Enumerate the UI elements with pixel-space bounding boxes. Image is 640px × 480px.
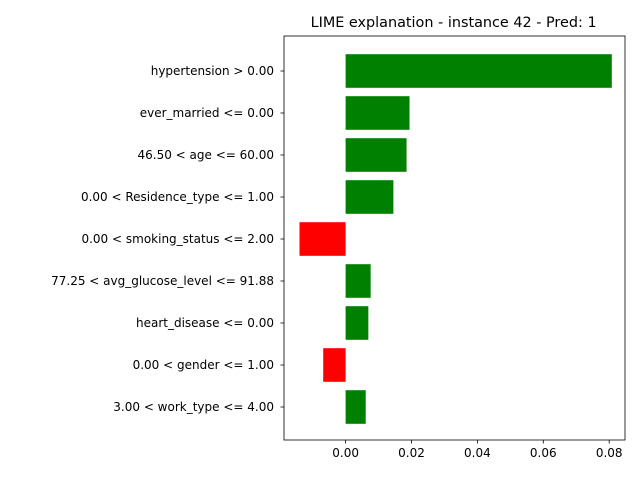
chart-title: LIME explanation - instance 42 - Pred: 1 bbox=[311, 15, 597, 31]
y-tick-label: hypertension > 0.00 bbox=[151, 64, 274, 78]
y-tick-label: heart_disease <= 0.00 bbox=[136, 316, 274, 330]
bar-6 bbox=[345, 306, 369, 340]
x-tick-label: 0.00 bbox=[332, 446, 359, 460]
y-tick-label: 0.00 < gender <= 1.00 bbox=[133, 358, 274, 372]
y-tick-label: 46.50 < age <= 60.00 bbox=[138, 148, 274, 162]
bars-group bbox=[299, 54, 612, 424]
bar-3 bbox=[345, 180, 394, 214]
x-tick-label: 0.08 bbox=[596, 446, 623, 460]
bar-4 bbox=[299, 222, 346, 256]
plot-frame bbox=[283, 35, 626, 441]
x-ticks: 0.00 0.02 0.04 0.06 0.08 bbox=[332, 440, 623, 460]
y-tick-label: 0.00 < smoking_status <= 2.00 bbox=[81, 232, 274, 246]
y-tick-label: 77.25 < avg_glucose_level <= 91.88 bbox=[51, 274, 274, 288]
bar-5 bbox=[345, 264, 371, 298]
y-tick-labels: hypertension > 0.00 ever_married <= 0.00 4… bbox=[51, 64, 284, 414]
y-tick-label: 0.00 < Residence_type <= 1.00 bbox=[81, 190, 274, 204]
bar-8 bbox=[345, 390, 366, 424]
bar-1 bbox=[345, 96, 410, 130]
x-tick-label: 0.06 bbox=[530, 446, 557, 460]
y-tick-label: 3.00 < work_type <= 4.00 bbox=[113, 400, 274, 414]
bar-0 bbox=[345, 54, 612, 88]
y-tick-label: ever_married <= 0.00 bbox=[140, 106, 274, 120]
bar-2 bbox=[345, 138, 407, 172]
bar-7 bbox=[323, 348, 346, 382]
x-tick-label: 0.04 bbox=[464, 446, 491, 460]
x-tick-label: 0.02 bbox=[398, 446, 425, 460]
